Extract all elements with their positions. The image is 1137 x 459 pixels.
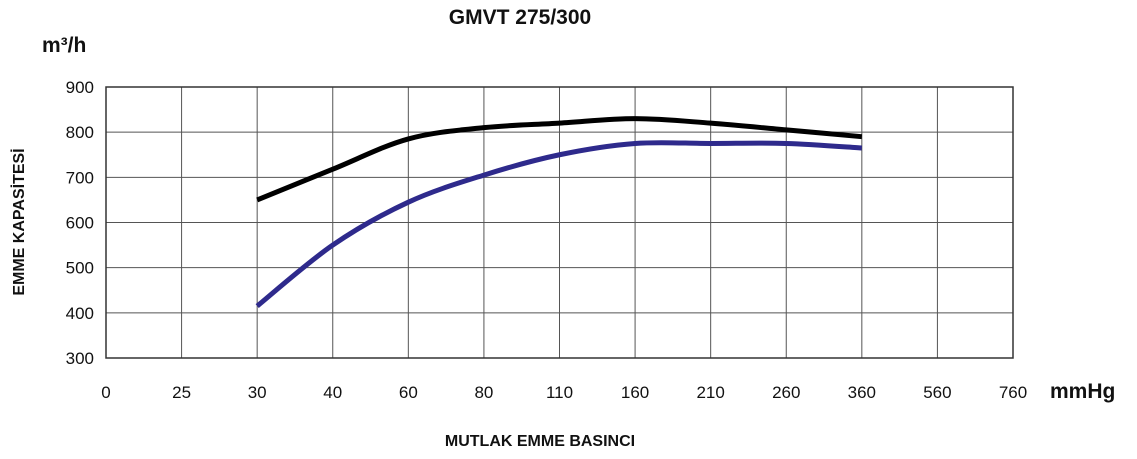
series-line-2 xyxy=(255,140,862,309)
x-tick-label: 160 xyxy=(621,383,649,402)
y-tick-label: 600 xyxy=(66,214,94,233)
x-tick-label: 260 xyxy=(772,383,800,402)
series-lines xyxy=(255,116,863,309)
x-unit: mmHg xyxy=(1050,380,1115,403)
series-line-1 xyxy=(256,116,863,203)
y-tick-label: 900 xyxy=(66,78,94,97)
y-tick-label: 800 xyxy=(66,123,94,142)
x-tick-label: 360 xyxy=(848,383,876,402)
y-tick-label: 500 xyxy=(66,259,94,278)
tick-labels: 300 400 500 600 700 800 900 0 25 30 40 60 80 110 160 21… xyxy=(66,78,1028,402)
x-tick-label: 25 xyxy=(172,383,191,402)
chart-title: GMVT 275/300 xyxy=(449,6,591,29)
x-axis-title: MUTLAK EMME BASINCI xyxy=(445,433,635,450)
plot-frame xyxy=(105,86,1014,359)
x-tick-label: 40 xyxy=(323,383,342,402)
x-tick-label: 560 xyxy=(923,383,951,402)
y-tick-label: 400 xyxy=(66,304,94,323)
x-tick-label: 0 xyxy=(101,383,110,402)
grid xyxy=(105,86,1014,359)
x-tick-label: 60 xyxy=(399,383,418,402)
y-unit: m³/h xyxy=(42,34,86,57)
y-tick-label: 700 xyxy=(66,168,94,187)
x-tick-label: 80 xyxy=(474,383,493,402)
y-tick-label: 300 xyxy=(66,349,94,368)
x-tick-label: 760 xyxy=(999,383,1027,402)
y-axis-title: EMME KAPASİTESİ xyxy=(10,148,28,295)
x-tick-label: 30 xyxy=(248,383,267,402)
x-tick-label: 210 xyxy=(696,383,724,402)
x-tick-label: 110 xyxy=(546,383,573,402)
